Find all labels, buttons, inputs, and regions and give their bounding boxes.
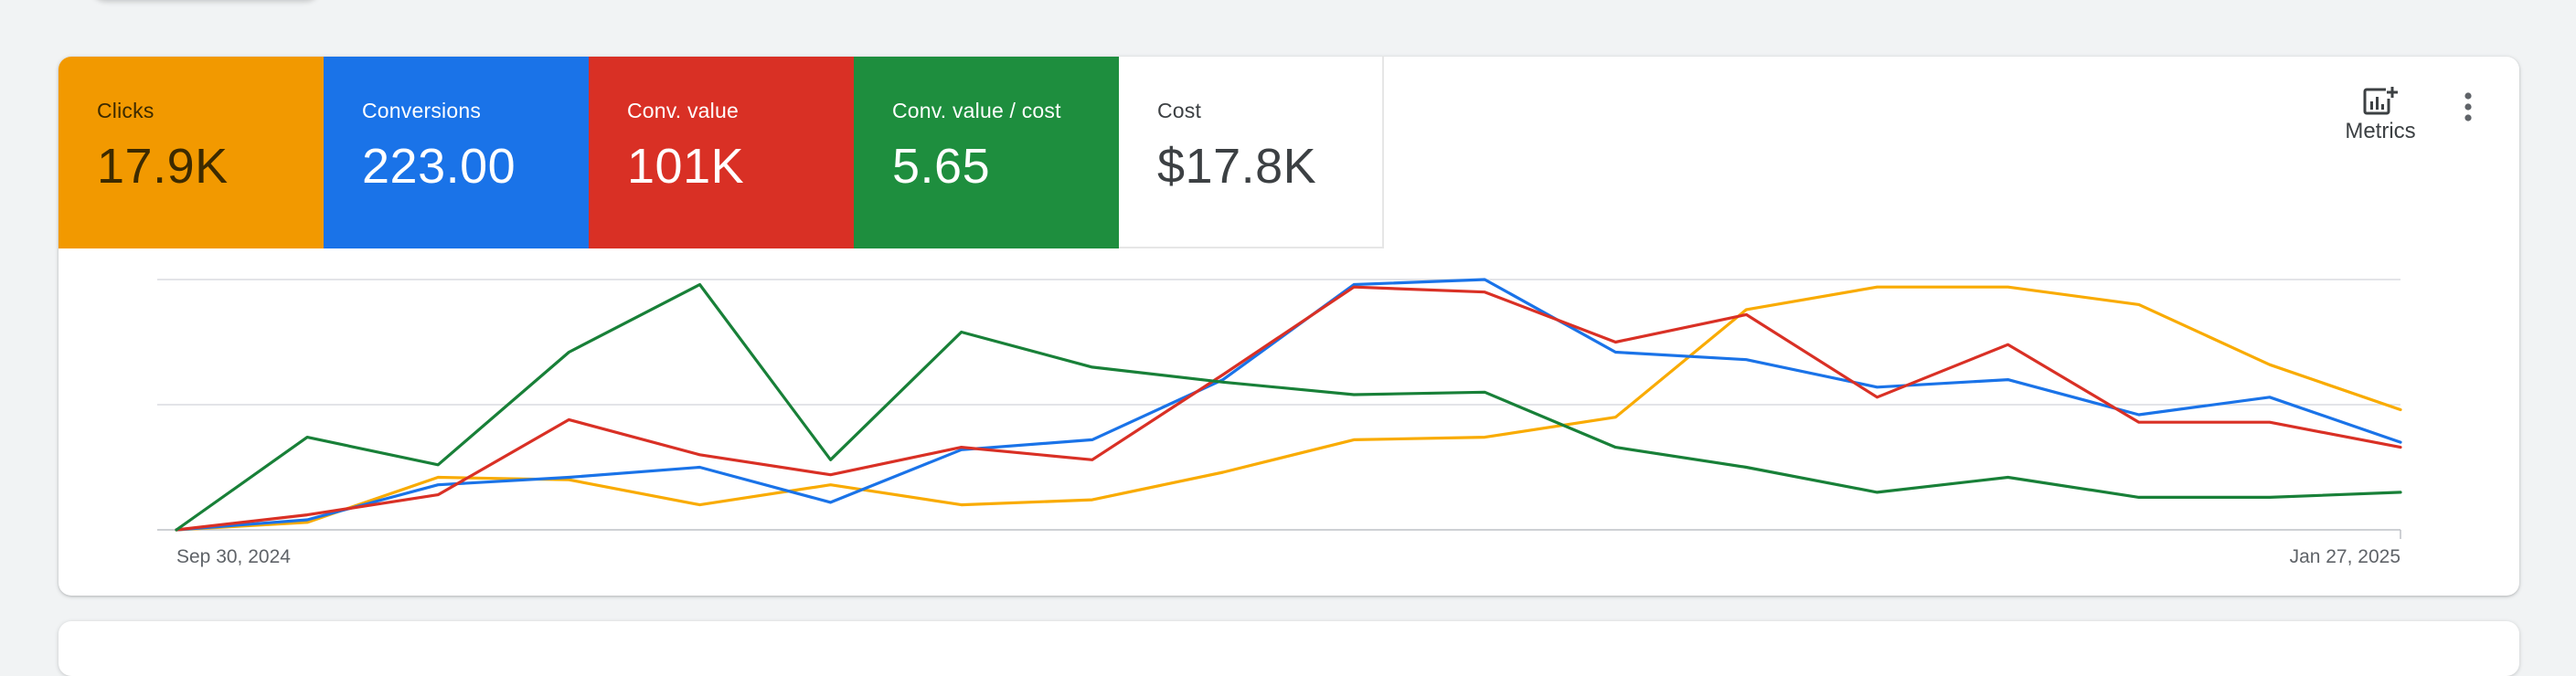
series-line-conv-value-cost[interactable]	[175, 282, 2402, 532]
next-card	[59, 621, 2519, 676]
add-chart-icon	[2363, 86, 2399, 115]
scorecard-clicks[interactable]: Clicks 17.9K	[59, 57, 324, 248]
performance-chart-card: Clicks 17.9K Conversions 223.00 Conv. va…	[59, 57, 2519, 596]
scorecard-value: $17.8K	[1157, 139, 1317, 194]
metrics-button[interactable]: Metrics	[2326, 79, 2435, 143]
series-line-conv-value[interactable]	[175, 285, 2402, 532]
chart-grid	[157, 279, 2401, 539]
scorecard-label: Clicks	[97, 99, 154, 122]
x-axis-end-label: Jan 27, 2025	[2290, 546, 2400, 567]
scorecard-label: Cost	[1157, 99, 1202, 122]
metrics-label: Metrics	[2345, 119, 2416, 143]
scorecard-cost[interactable]: Cost $17.8K	[1119, 57, 1384, 248]
scorecard-conv-value[interactable]: Conv. value 101K	[589, 57, 854, 248]
scorecard-value: 5.65	[892, 139, 991, 194]
scorecard-label: Conversions	[362, 99, 482, 122]
scorecard-conversions[interactable]: Conversions 223.00	[324, 57, 589, 248]
scorecard-row: Clicks 17.9K Conversions 223.00 Conv. va…	[59, 57, 1384, 248]
scorecard-conv-value-per-cost[interactable]: Conv. value / cost 5.65	[854, 57, 1119, 248]
more-options-button[interactable]	[2450, 84, 2486, 130]
scorecard-value: 101K	[627, 139, 745, 194]
scorecard-value: 223.00	[362, 139, 516, 194]
line-chart: Sep 30, 2024 Jan 27, 2025	[157, 278, 2402, 567]
scorecard-label: Conv. value / cost	[892, 99, 1061, 122]
scorecard-value: 17.9K	[97, 139, 229, 194]
scorecard-label: Conv. value	[627, 99, 739, 122]
x-axis-start-label: Sep 30, 2024	[176, 546, 291, 567]
chart-series	[175, 278, 2402, 532]
more-vert-icon	[2464, 92, 2472, 121]
series-line-clicks[interactable]	[175, 285, 2402, 532]
